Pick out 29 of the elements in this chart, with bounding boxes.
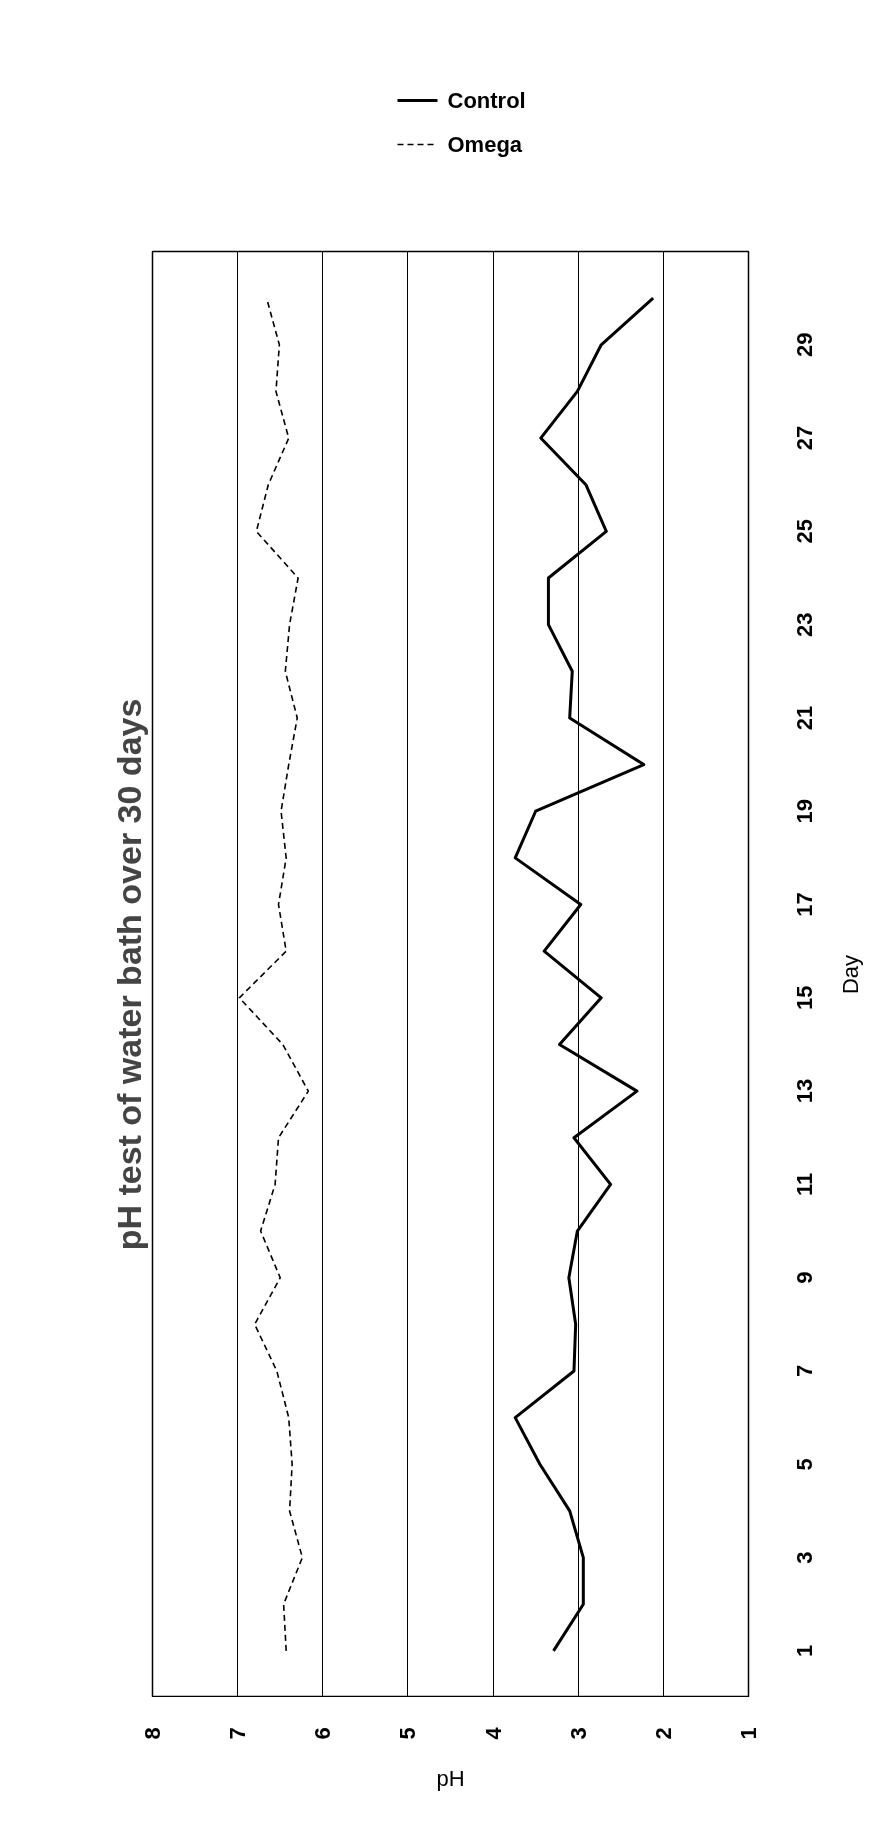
x-tick-label: 5	[395, 1727, 421, 1740]
y-tick-label: 27	[792, 425, 817, 451]
x-tick-label: 8	[140, 1727, 165, 1740]
y-tick-label: 19	[792, 798, 817, 824]
y-tick-label: 15	[792, 985, 817, 1011]
y-tick-label: 25	[792, 519, 817, 544]
y-tick-label: 1	[792, 1644, 817, 1657]
y-tick-label: 17	[792, 892, 817, 917]
y-axis-title: Day	[838, 954, 863, 995]
y-tick-label: 5	[792, 1458, 817, 1471]
legend-label: Omega	[447, 132, 523, 157]
y-tick-label: 11	[792, 1172, 817, 1197]
x-tick-label: 6	[310, 1727, 336, 1740]
legend-label: Control	[447, 88, 526, 113]
y-tick-label: 21	[792, 705, 817, 731]
y-tick-label: 29	[792, 332, 817, 358]
x-tick-label: 2	[650, 1727, 676, 1740]
line-series	[513, 296, 655, 1653]
y-tick-label: 9	[792, 1271, 817, 1284]
x-tick-label: 7	[225, 1727, 251, 1740]
x-axis-title: pH	[436, 1766, 465, 1791]
x-tick-label: 4	[480, 1726, 506, 1740]
x-tick-label: 3	[565, 1727, 591, 1740]
y-tick-label: 7	[792, 1364, 817, 1378]
text: pH test of water bath over 30 days	[109, 698, 148, 1251]
y-tick-label: 3	[792, 1551, 817, 1564]
x-tick-label: 1	[736, 1727, 761, 1740]
y-tick-label: 13	[792, 1078, 817, 1104]
y-tick-label: 23	[792, 612, 817, 637]
